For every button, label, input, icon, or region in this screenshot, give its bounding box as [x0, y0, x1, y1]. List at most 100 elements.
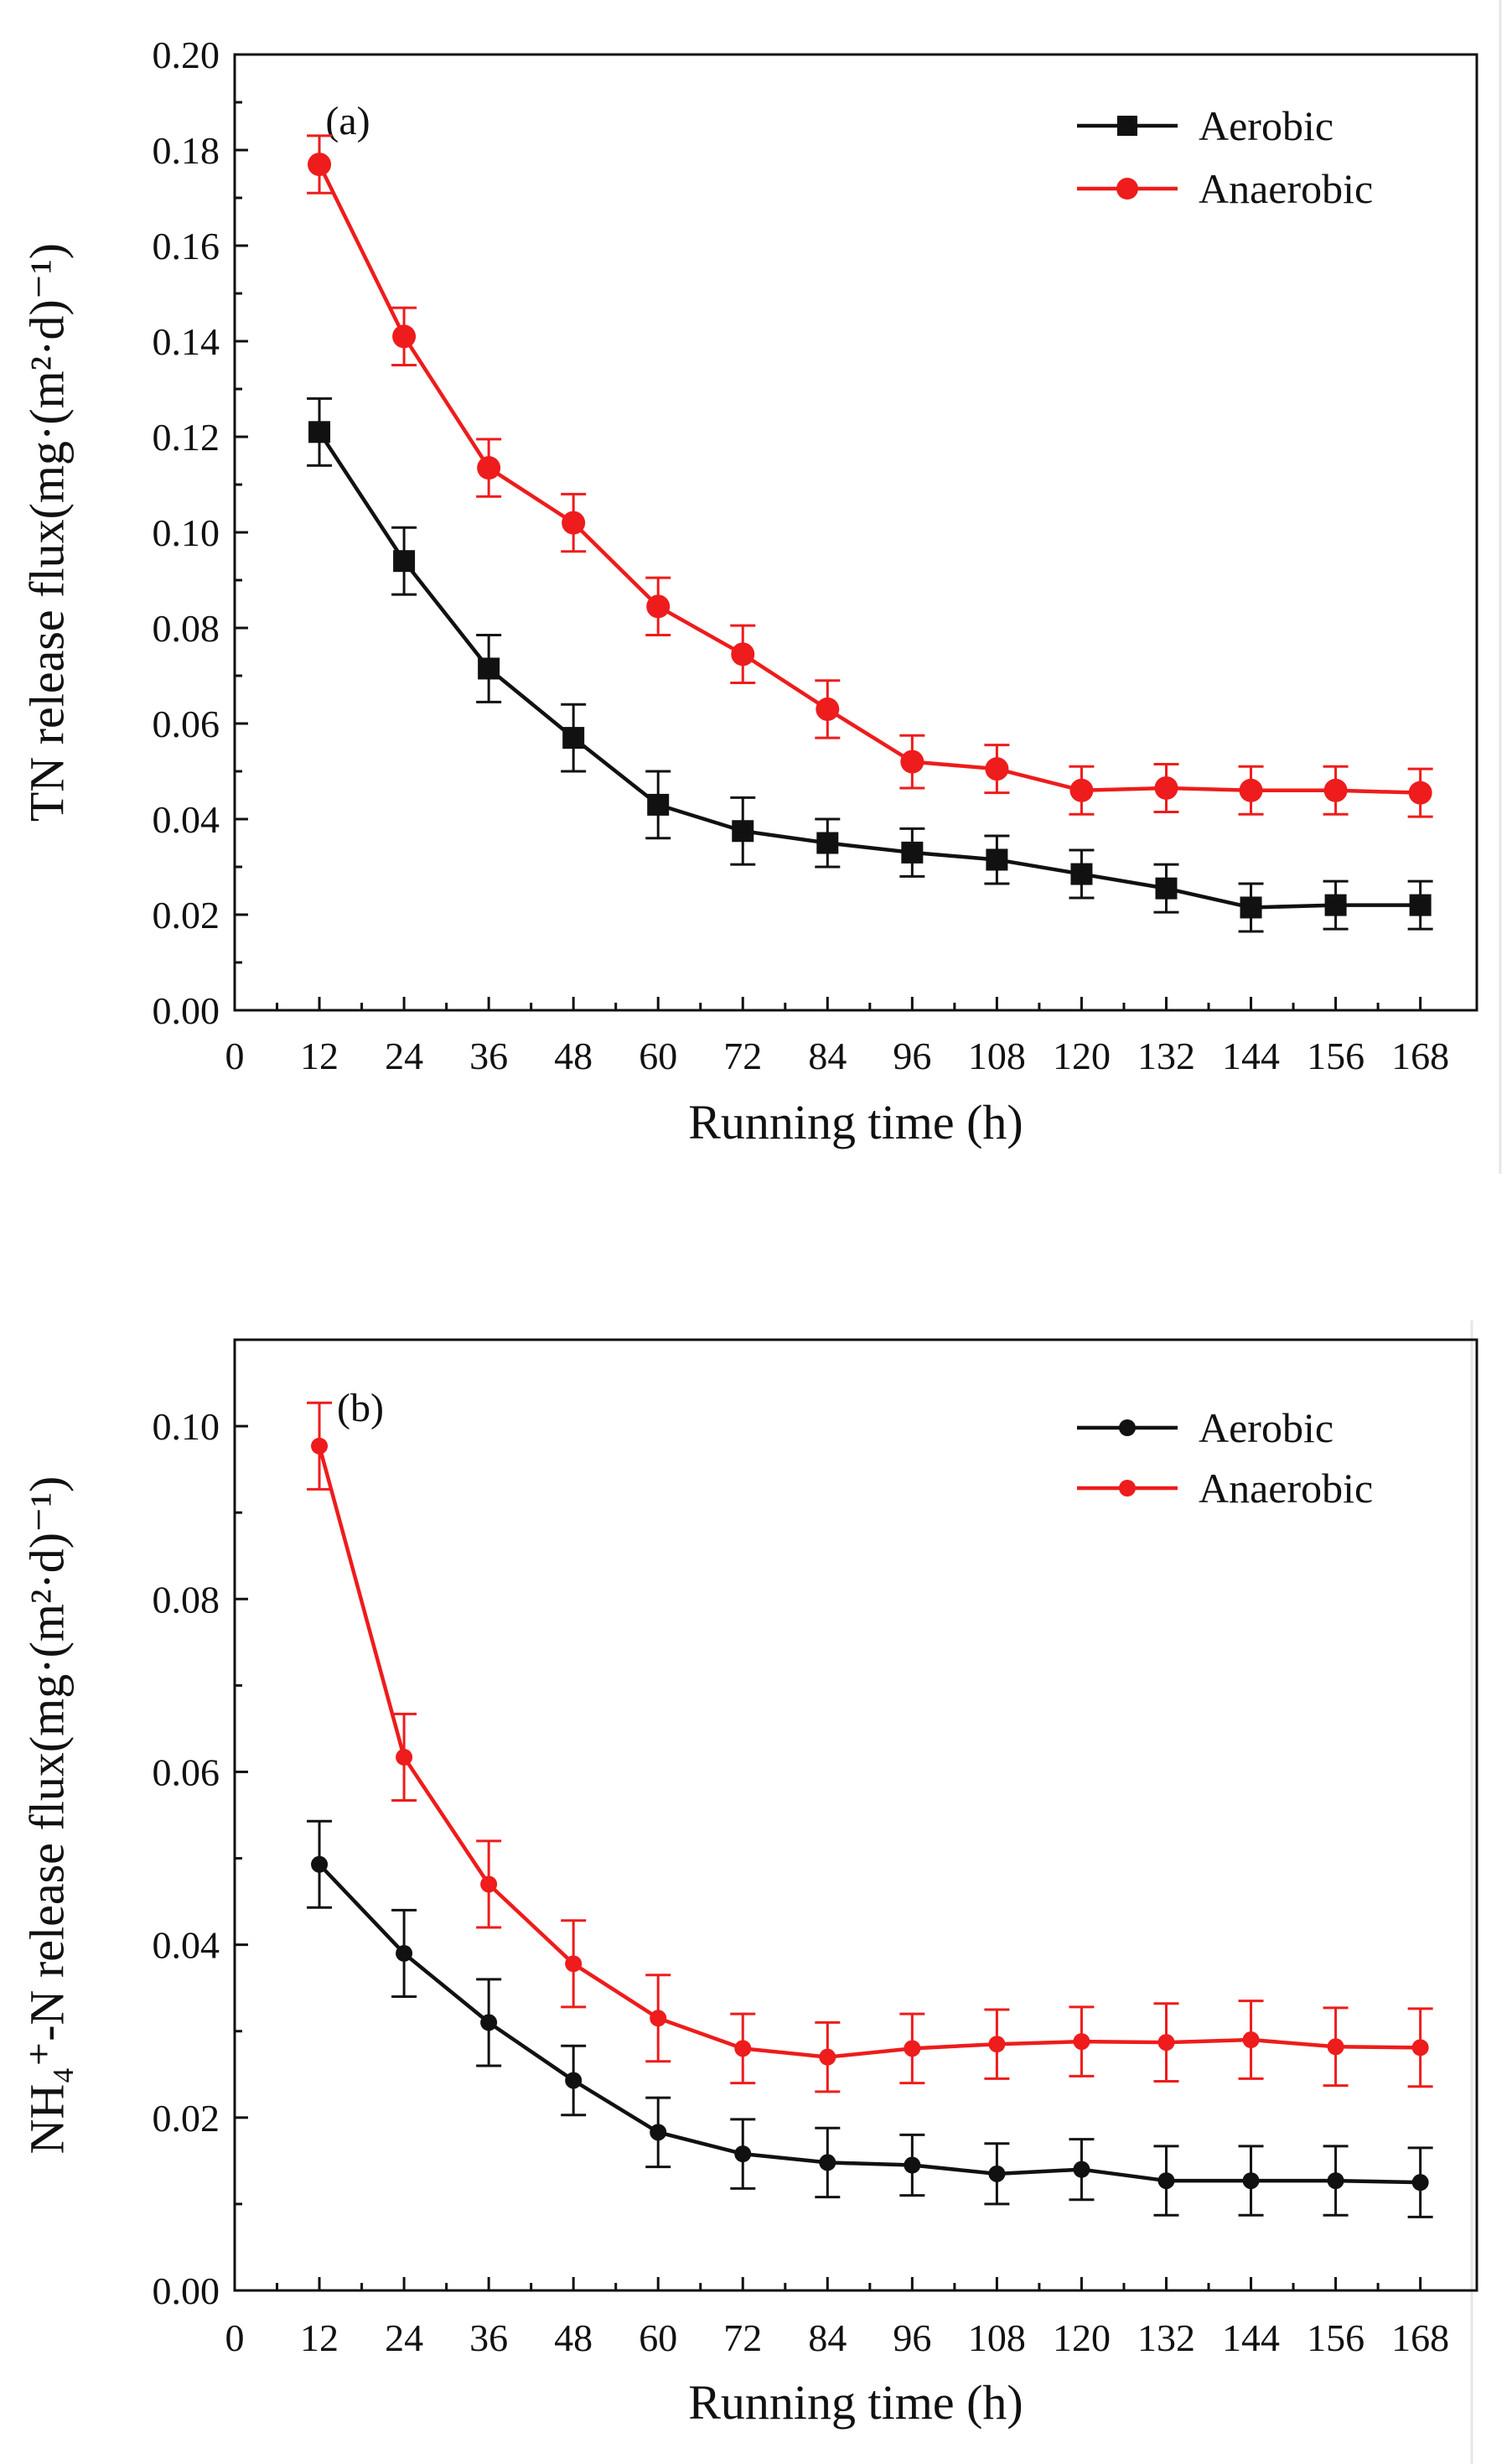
data-point	[480, 2014, 498, 2031]
data-point	[565, 1955, 583, 1973]
x-tick-label: 12	[300, 1035, 339, 1077]
y-tick-label: 0.00	[153, 2269, 220, 2312]
data-point	[647, 793, 670, 816]
y-tick-label: 0.16	[153, 225, 220, 267]
data-point	[1411, 2039, 1429, 2057]
data-point	[1242, 2031, 1260, 2049]
y-tick-label: 0.20	[153, 34, 220, 76]
x-tick-label: 144	[1222, 1035, 1280, 1077]
x-tick-label: 48	[554, 1035, 593, 1077]
data-point	[1073, 2033, 1090, 2051]
y-tick-label: 0.06	[153, 703, 220, 745]
series-anaerobic: Anaerobic	[307, 134, 1433, 818]
panel-label: (a)	[325, 99, 370, 143]
data-point	[1240, 896, 1262, 919]
data-point	[1069, 778, 1094, 802]
y-axis-label: NH₄⁺-N release flux(mg·(m²·d)⁻¹)	[19, 1476, 74, 2155]
y-tick-label: 0.02	[153, 2097, 220, 2140]
legend-label: Aerobic	[1199, 1404, 1333, 1451]
data-point	[477, 456, 501, 480]
data-point	[819, 2154, 836, 2171]
x-tick-label: 144	[1222, 2316, 1280, 2359]
legend-marker	[1117, 116, 1137, 136]
data-point	[392, 324, 417, 349]
series-line	[318, 431, 1421, 910]
y-tick-label: 0.08	[153, 1578, 220, 1621]
x-tick-label: 168	[1391, 1035, 1449, 1077]
data-point	[1409, 894, 1432, 916]
data-point	[1070, 863, 1093, 885]
data-point	[308, 421, 331, 444]
data-point	[734, 2145, 752, 2163]
data-point	[901, 841, 924, 864]
data-point	[565, 2072, 583, 2089]
data-point	[1408, 781, 1432, 805]
x-tick-label: 72	[723, 2316, 762, 2359]
data-point	[1157, 2172, 1175, 2190]
legend-marker	[1119, 1480, 1136, 1497]
data-point	[1324, 894, 1347, 916]
x-tick-label: 132	[1137, 1035, 1195, 1077]
data-point	[1157, 2034, 1175, 2052]
y-tick-label: 0.08	[153, 607, 220, 650]
data-point	[988, 2165, 1006, 2182]
data-point	[816, 697, 840, 721]
data-point	[1327, 2172, 1344, 2190]
x-tick-label: 156	[1307, 1035, 1364, 1077]
x-tick-label: 24	[385, 2316, 423, 2359]
data-point	[731, 642, 755, 667]
x-axis-label: Running time (h)	[688, 2375, 1023, 2430]
data-point	[478, 657, 500, 680]
data-point	[1154, 776, 1178, 800]
legend-label: Aerobic	[1199, 102, 1333, 149]
y-tick-label: 0.02	[153, 894, 220, 936]
data-point	[816, 832, 839, 854]
data-point	[985, 757, 1009, 781]
x-tick-label: 84	[808, 1035, 847, 1077]
y-tick-label: 0.10	[153, 511, 220, 554]
x-tick-label: 96	[893, 1035, 931, 1077]
data-point	[311, 1855, 329, 1873]
x-tick-label: 84	[808, 2316, 847, 2359]
x-tick-label: 120	[1053, 1035, 1111, 1077]
chart-panel-b: 0.00 0.02 0.04 0.06 0.08 0.10 0 12 24 36 48 60 72 84 9…	[19, 1338, 1478, 2430]
panel-label: (b)	[337, 1386, 384, 1430]
data-point	[650, 2010, 667, 2027]
series-line	[318, 163, 1421, 795]
series-line	[318, 1863, 1421, 2185]
data-point	[904, 2040, 921, 2057]
y-tick-label: 0.00	[153, 989, 220, 1032]
x-tick-label: 156	[1307, 2316, 1364, 2359]
x-tick-label: 96	[893, 2316, 931, 2359]
data-point	[988, 2036, 1006, 2053]
data-point	[1073, 2161, 1090, 2178]
x-tick-label: 60	[639, 2316, 677, 2359]
x-axis-label: Running time (h)	[688, 1095, 1023, 1149]
x-tick-label: 120	[1053, 2316, 1111, 2359]
x-tick-label: 132	[1137, 2316, 1195, 2359]
legend-marker	[1119, 1419, 1136, 1436]
data-point	[1239, 778, 1263, 802]
data-point	[1242, 2172, 1260, 2190]
data-point	[986, 848, 1008, 871]
series-anaerobic: Anaerobic	[307, 1401, 1433, 2093]
data-point	[308, 153, 332, 177]
data-point	[396, 1944, 413, 1962]
data-point	[562, 511, 586, 535]
x-tick-label: 108	[968, 1035, 1026, 1077]
data-point	[396, 1748, 413, 1766]
data-point	[480, 1875, 498, 1893]
legend-label: Anaerobic	[1199, 165, 1373, 212]
data-point	[562, 727, 585, 750]
data-point	[646, 594, 671, 619]
data-point	[393, 550, 416, 573]
legend-marker	[1116, 178, 1138, 200]
y-tick-label: 0.12	[153, 416, 220, 459]
y-tick-label: 0.10	[153, 1405, 220, 1448]
x-tick-label: 0	[225, 2316, 245, 2359]
x-tick-label: 36	[469, 1035, 508, 1077]
series-line	[317, 1445, 1421, 2059]
data-point	[732, 820, 754, 843]
x-tick-label: 72	[723, 1035, 762, 1077]
